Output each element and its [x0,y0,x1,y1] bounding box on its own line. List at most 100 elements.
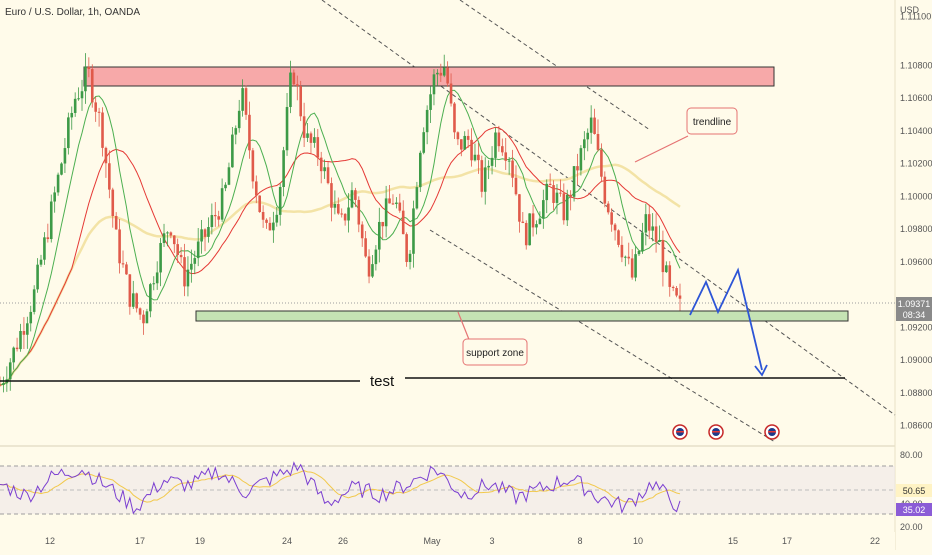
candle [210,203,214,235]
candle [654,213,658,253]
candle [347,193,350,233]
candle [231,126,234,168]
candle [374,245,378,271]
candle [261,205,265,228]
trendline-middle[interactable] [459,0,651,131]
price-tick-label: 1.10200 [900,159,932,169]
candle [49,194,53,243]
candle [22,317,26,350]
candle [620,236,624,263]
candle [357,196,361,233]
candle [528,213,531,246]
time-tick-label: 22 [870,536,880,546]
candle [463,131,467,150]
candle [432,69,436,106]
time-axis[interactable]: 12 17 19 24 26 May 3 8 10 15 17 22 [45,536,880,546]
candle [548,173,552,186]
candle [449,73,453,107]
candle [429,86,432,124]
candle [207,217,210,243]
candle [193,250,197,275]
time-axis-bg[interactable] [0,532,895,550]
rsi-value-2: 35.02 [903,505,926,515]
support-zone[interactable] [195,310,849,322]
candle [395,197,398,209]
candle [268,217,272,231]
time-tick-label: 17 [135,536,145,546]
candle [644,203,648,246]
candle [552,180,555,211]
candle [125,261,128,275]
candle [501,138,504,156]
candle [309,131,313,154]
rsi-value-badge-2 [896,503,932,516]
candle [576,153,579,185]
candle [565,189,569,226]
ma-slow-line [0,163,681,387]
candle [254,175,258,204]
support-callout-text: support zone [466,348,524,359]
price-tick-label: 1.08800 [900,388,932,398]
candle [155,261,159,290]
rsi-lines [0,461,681,515]
candle [258,195,261,213]
support-callout[interactable] [462,338,528,366]
candle [80,79,84,111]
candle [477,142,480,174]
candle [313,128,316,148]
candle [446,61,449,87]
trendline-callout[interactable] [686,107,738,135]
candle [203,228,207,252]
candle [665,261,668,273]
candle [227,162,231,186]
trendline-lower[interactable] [429,229,776,443]
candle [613,223,617,241]
candle [624,255,627,267]
candle-series [0,53,682,393]
candle [70,106,74,130]
candle [12,346,15,370]
candle [405,232,408,267]
candle [330,177,333,222]
candle [439,63,443,82]
candle [398,193,402,213]
time-tick-label: 17 [782,536,792,546]
candle [176,238,179,263]
candle [316,128,320,167]
candle [415,181,419,210]
candle [466,129,470,148]
event-flag-icon[interactable] [672,424,688,440]
event-flag-icon[interactable] [764,424,780,440]
candle [569,190,572,211]
candle [302,102,306,148]
candle [494,127,497,168]
candle [675,286,678,298]
candle [39,254,43,267]
candle [241,79,244,117]
candle [425,105,429,145]
support-callout-pointer [457,311,471,343]
projection-path[interactable] [689,267,763,371]
candle [32,285,36,315]
candle [97,107,101,127]
candle [651,213,654,242]
resistance-zone[interactable] [83,66,775,87]
price-tick-label: 1.08600 [900,421,932,431]
price-tick-label: 1.09200 [900,322,932,332]
candle [483,157,487,205]
candle [186,256,190,297]
candle [504,137,508,170]
candle [135,292,138,313]
candle [162,223,166,247]
candle [627,242,631,265]
candle [251,147,255,189]
event-flag-icon[interactable] [708,424,724,440]
candle [589,105,593,144]
candle [128,274,132,315]
candle [220,178,224,222]
candle [572,166,576,202]
candle [0,376,2,387]
price-axis[interactable]: 1.11100 1.10800 1.10600 1.10400 1.10200 1.100… [900,11,932,430]
rsi-value-1: 50.65 [903,486,926,496]
